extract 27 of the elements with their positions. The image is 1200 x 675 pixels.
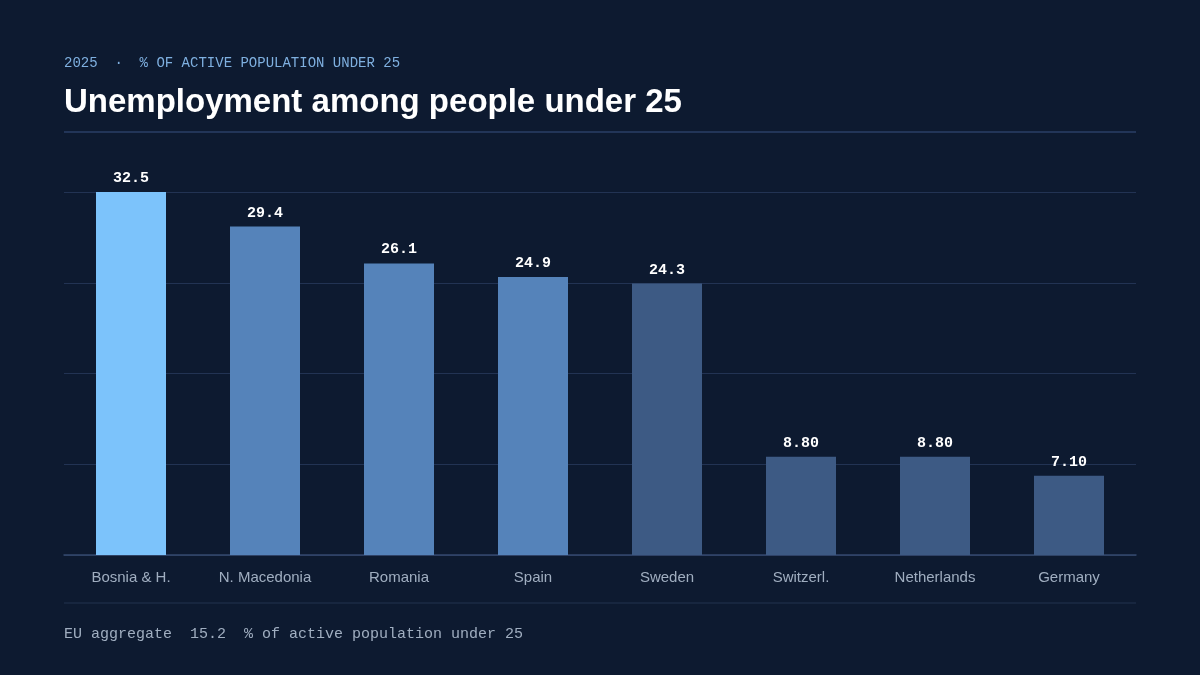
bar: [230, 226, 300, 555]
chart-subtitle: 2025 · % OF ACTIVE POPULATION UNDER 25: [64, 55, 401, 71]
x-tick-label: Bosnia & H.: [91, 568, 171, 585]
data-label: 26.1: [380, 241, 418, 259]
data-label: 24.9: [514, 254, 552, 272]
data-label: 7.10: [1050, 453, 1088, 471]
bar: [498, 276, 568, 555]
x-tick-label: Netherlands: [894, 568, 976, 585]
x-tick-label: Switzerl.: [772, 568, 830, 585]
bar: [766, 456, 836, 555]
bar: [364, 263, 434, 555]
x-tick-label: Spain: [513, 568, 553, 585]
data-label: 8.80: [916, 434, 954, 452]
x-tick-label: N. Macedonia: [218, 568, 312, 585]
bar: [900, 456, 970, 555]
bar: [96, 192, 166, 555]
data-label: 8.80: [782, 434, 820, 452]
x-tick-label: Germany: [1038, 568, 1101, 585]
text: EU aggregate 15.2 % of active population under 25: [64, 626, 524, 643]
data-label: 32.5: [112, 170, 150, 187]
x-tick-label: Sweden: [639, 568, 695, 585]
bar: [1034, 475, 1104, 555]
chart-title: Unemployment among people under 25: [64, 82, 682, 119]
data-label: 29.4: [246, 204, 284, 222]
bar: [632, 283, 702, 555]
data-label: 24.3: [648, 261, 686, 279]
x-tick-label: Romania: [368, 568, 430, 585]
